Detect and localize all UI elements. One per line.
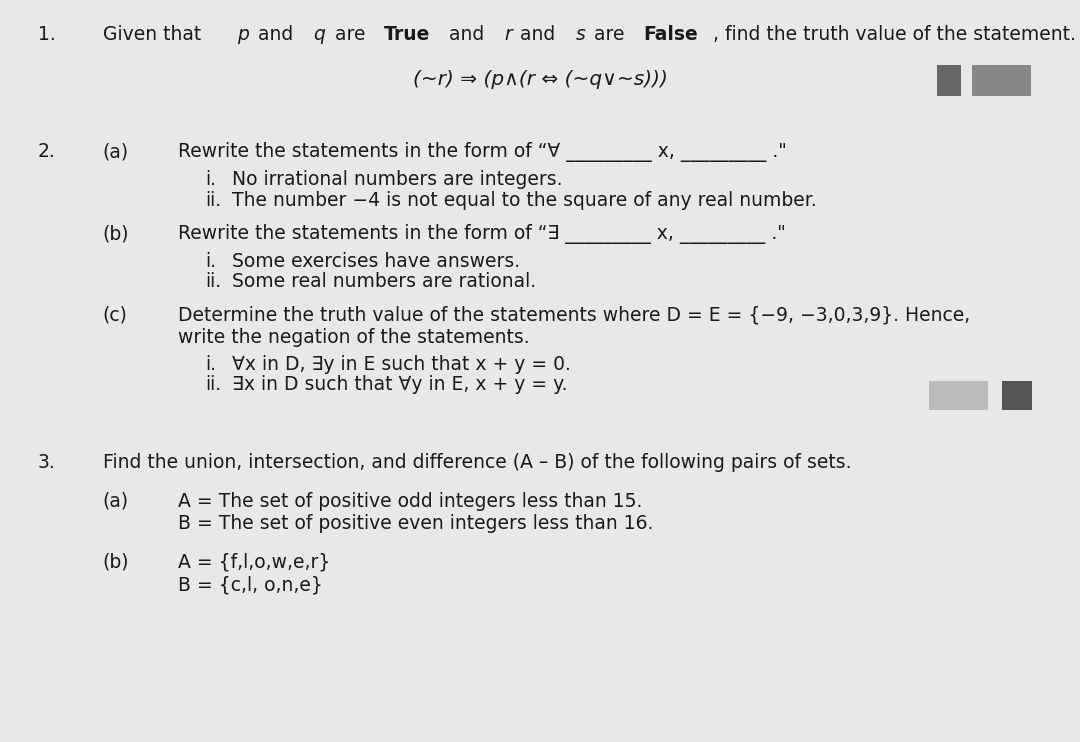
- FancyBboxPatch shape: [929, 381, 988, 410]
- Text: Find the union, intersection, and difference (A – B) of the following pairs of s: Find the union, intersection, and differ…: [103, 453, 851, 472]
- Text: ∃x in D such that ∀y in E, x + y = y.: ∃x in D such that ∀y in E, x + y = y.: [232, 375, 568, 395]
- Text: and: and: [444, 25, 490, 45]
- Text: and: and: [253, 25, 299, 45]
- Text: are: are: [588, 25, 631, 45]
- Text: i.: i.: [205, 252, 216, 271]
- Text: ii.: ii.: [205, 272, 221, 292]
- Text: The number −4 is not equal to the square of any real number.: The number −4 is not equal to the square…: [232, 191, 816, 210]
- Text: A = The set of positive odd integers less than 15.: A = The set of positive odd integers les…: [178, 492, 643, 511]
- Text: 3.: 3.: [38, 453, 55, 472]
- Text: Rewrite the statements in the form of “∃ _________ x, _________ .": Rewrite the statements in the form of “∃…: [178, 224, 786, 244]
- Text: ii.: ii.: [205, 375, 221, 395]
- Text: r: r: [504, 25, 512, 45]
- FancyBboxPatch shape: [972, 65, 1031, 96]
- Text: Some real numbers are rational.: Some real numbers are rational.: [232, 272, 537, 292]
- Text: A = {f,l,o,w,e,r}: A = {f,l,o,w,e,r}: [178, 553, 330, 572]
- Text: Some exercises have answers.: Some exercises have answers.: [232, 252, 521, 271]
- Text: write the negation of the statements.: write the negation of the statements.: [178, 328, 530, 347]
- Text: , find the truth value of the statement.: , find the truth value of the statement.: [714, 25, 1077, 45]
- Text: Given that: Given that: [103, 25, 207, 45]
- Text: (a): (a): [103, 142, 129, 162]
- Text: i.: i.: [205, 355, 216, 374]
- Text: q: q: [313, 25, 325, 45]
- Text: ∀x in D, ∃y in E such that x + y = 0.: ∀x in D, ∃y in E such that x + y = 0.: [232, 355, 571, 374]
- FancyBboxPatch shape: [937, 65, 961, 96]
- Text: No irrational numbers are integers.: No irrational numbers are integers.: [232, 170, 563, 189]
- Text: B = The set of positive even integers less than 16.: B = The set of positive even integers le…: [178, 514, 653, 533]
- Text: are: are: [328, 25, 372, 45]
- Text: (c): (c): [103, 306, 127, 325]
- Text: Rewrite the statements in the form of “∀ _________ x, _________ .": Rewrite the statements in the form of “∀…: [178, 142, 787, 162]
- Text: and: and: [514, 25, 562, 45]
- Text: (b): (b): [103, 224, 130, 243]
- Text: s: s: [576, 25, 585, 45]
- Text: Determine the truth value of the statements where D = E = {−9, −3,0,3,9}. Hence,: Determine the truth value of the stateme…: [178, 306, 971, 325]
- FancyBboxPatch shape: [1002, 381, 1032, 410]
- Text: p: p: [238, 25, 249, 45]
- Text: (b): (b): [103, 553, 130, 572]
- Text: ii.: ii.: [205, 191, 221, 210]
- Text: B = {c,l, o,n,e}: B = {c,l, o,n,e}: [178, 575, 323, 594]
- Text: True: True: [383, 25, 430, 45]
- Text: 1.: 1.: [38, 25, 55, 45]
- Text: (∼r) ⇒ (p∧(r ⇔ (∼q∨∼s))): (∼r) ⇒ (p∧(r ⇔ (∼q∨∼s))): [413, 70, 667, 90]
- Text: 2.: 2.: [38, 142, 55, 162]
- Text: False: False: [643, 25, 698, 45]
- Text: i.: i.: [205, 170, 216, 189]
- Text: (a): (a): [103, 492, 129, 511]
